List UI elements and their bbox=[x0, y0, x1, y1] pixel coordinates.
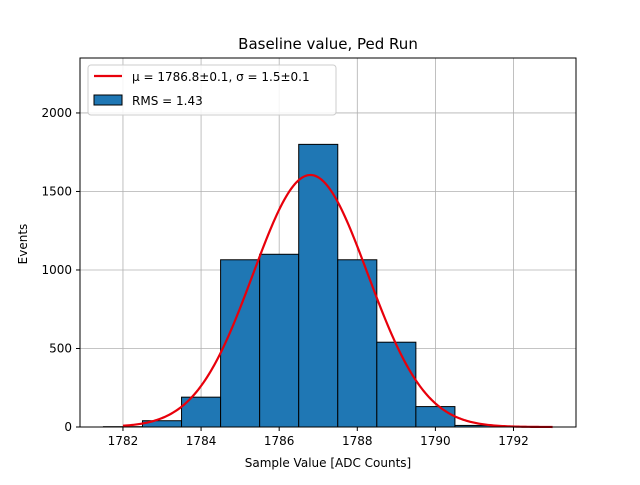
x-tick-label: 1792 bbox=[498, 434, 529, 448]
x-tick-label: 1782 bbox=[108, 434, 139, 448]
y-tick-label: 1500 bbox=[41, 184, 72, 198]
legend-fit-label: μ = 1786.8±0.1, σ = 1.5±0.1 bbox=[132, 70, 310, 84]
y-axis-label: Events bbox=[16, 224, 30, 265]
x-tick-label: 1784 bbox=[186, 434, 217, 448]
y-tick-label: 2000 bbox=[41, 106, 72, 120]
legend-histogram-label: RMS = 1.43 bbox=[132, 94, 203, 108]
legend: μ = 1786.8±0.1, σ = 1.5±0.1 RMS = 1.43 bbox=[88, 65, 336, 115]
histogram-bar bbox=[416, 407, 455, 427]
chart-title: Baseline value, Ped Run bbox=[238, 35, 418, 53]
histogram-bar bbox=[299, 144, 338, 427]
histogram-bar bbox=[260, 254, 299, 427]
histogram-bar bbox=[377, 342, 416, 427]
legend-histogram-swatch bbox=[94, 95, 122, 105]
y-tick-label: 1000 bbox=[41, 263, 72, 277]
x-tick-label: 1788 bbox=[342, 434, 373, 448]
y-tick-label: 0 bbox=[64, 420, 72, 434]
x-tick-label: 1786 bbox=[264, 434, 295, 448]
y-tick-label: 500 bbox=[49, 341, 72, 355]
histogram-bar bbox=[221, 260, 260, 427]
x-axis-label: Sample Value [ADC Counts] bbox=[245, 456, 411, 470]
x-tick-label: 1790 bbox=[420, 434, 451, 448]
